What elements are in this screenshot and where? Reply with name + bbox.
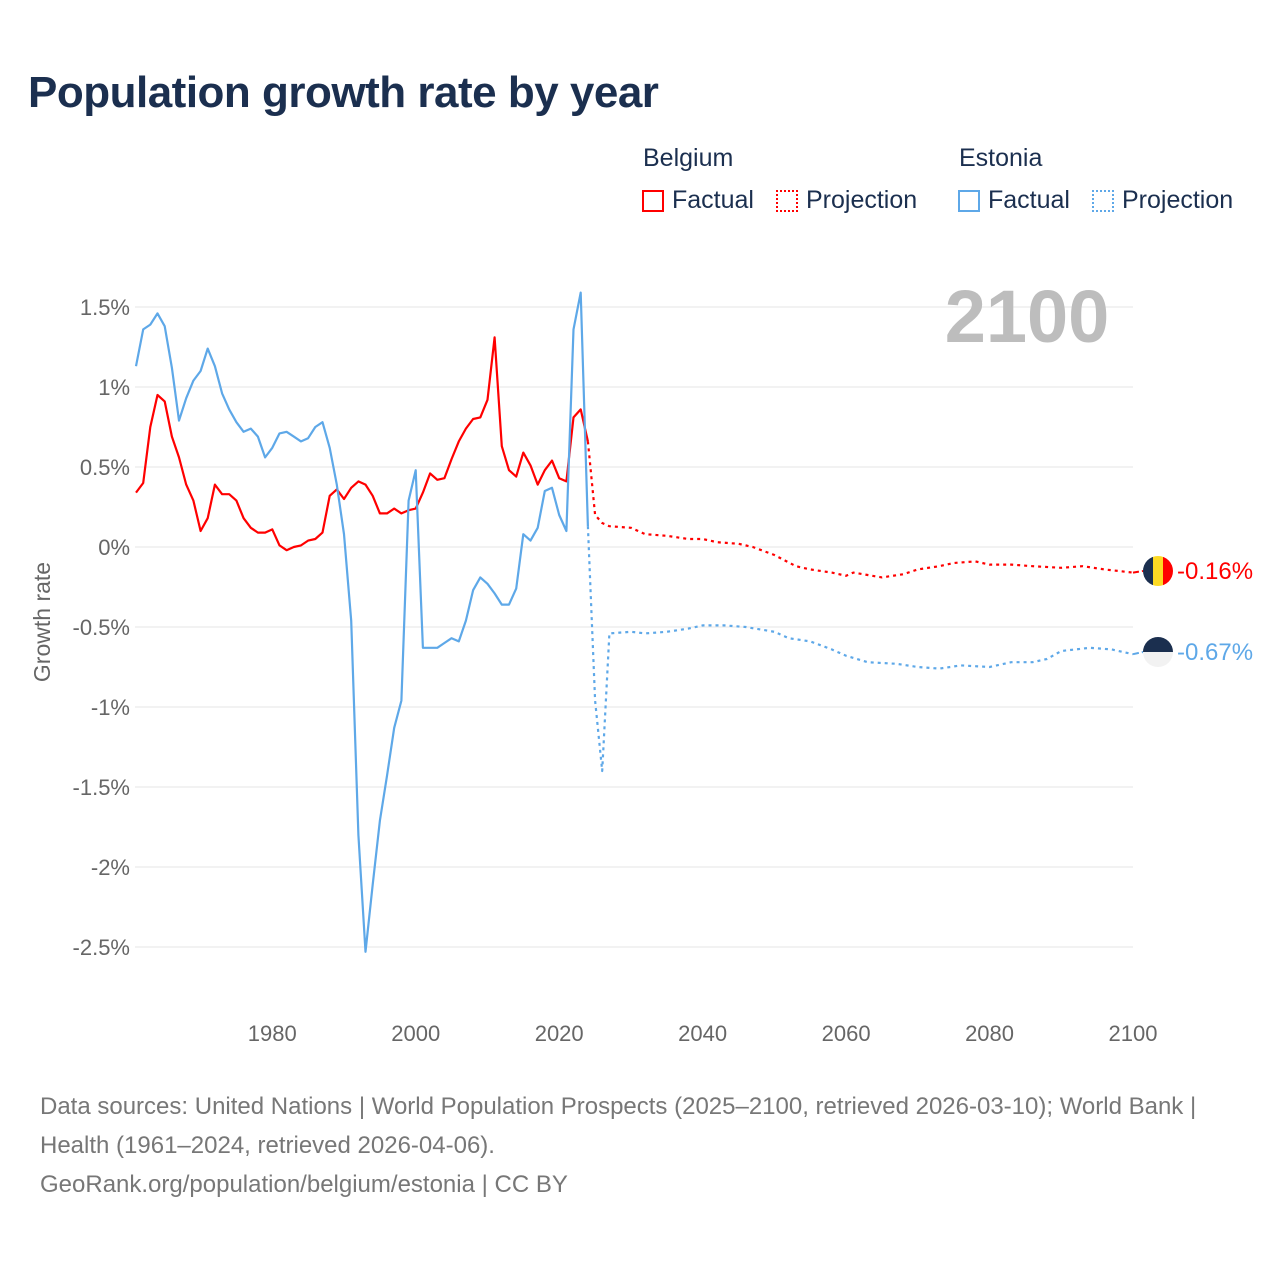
estonia-end-marker[interactable] bbox=[1143, 637, 1173, 667]
belgium-end-value: -0.16% bbox=[1177, 558, 1253, 585]
chart-title: Population growth rate by year bbox=[28, 68, 659, 117]
solid-swatch-icon bbox=[958, 189, 980, 212]
estonia-factual-line[interactable] bbox=[134, 291, 589, 953]
x-tick-label: 2060 bbox=[822, 1021, 871, 1046]
x-tick-label: 2040 bbox=[678, 1021, 727, 1046]
belgium-projection-line[interactable] bbox=[586, 441, 1134, 579]
x-tick-label: 2000 bbox=[391, 1021, 440, 1046]
belgium-end-connector bbox=[1132, 570, 1144, 574]
legend-belgium-projection[interactable]: Projection bbox=[776, 186, 917, 215]
legend-belgium-label: Belgium bbox=[643, 144, 734, 172]
x-tick-label: 2080 bbox=[965, 1021, 1014, 1046]
legend-label: Projection bbox=[1122, 186, 1234, 214]
estonia-projection-line[interactable] bbox=[586, 526, 1134, 773]
estonia-end-value: -0.67% bbox=[1177, 639, 1253, 666]
y-tick-label: 1.5% bbox=[80, 295, 130, 320]
legend-label: Projection bbox=[806, 186, 918, 214]
y-tick-label: 0.5% bbox=[80, 455, 130, 480]
belgium-end-marker[interactable] bbox=[1143, 556, 1173, 586]
y-tick-label: -0.5% bbox=[73, 615, 130, 640]
footer: Data sources: United Nations | World Pop… bbox=[40, 1087, 1240, 1204]
credit-link[interactable]: GeoRank.org/population/belgium/estonia |… bbox=[40, 1171, 568, 1198]
legend-label: Factual bbox=[988, 186, 1070, 214]
y-tick-label: -1% bbox=[91, 695, 130, 720]
y-tick-label: -2.5% bbox=[73, 935, 130, 960]
current-year-display: 2100 bbox=[945, 275, 1110, 358]
legend-estonia-factual[interactable]: Factual bbox=[958, 186, 1070, 215]
y-tick-label: 0% bbox=[98, 535, 130, 560]
chart-plot: 1.5% 1% 0.5% 0% -0.5% -1% -1.5% -2% -2.5% 1980 200… bbox=[29, 275, 1253, 1046]
legend-estonia-projection[interactable]: Projection bbox=[1092, 186, 1233, 215]
y-tick-label: 1% bbox=[98, 375, 130, 400]
legend-label: Factual bbox=[672, 186, 754, 214]
y-tick-label: -1.5% bbox=[73, 775, 130, 800]
x-tick-label: 2100 bbox=[1109, 1021, 1158, 1046]
x-tick-label: 2020 bbox=[535, 1021, 584, 1046]
legend-estonia-label: Estonia bbox=[959, 144, 1043, 172]
belgium-factual-line[interactable] bbox=[135, 336, 589, 552]
dotted-swatch-icon bbox=[1092, 189, 1114, 212]
solid-swatch-icon bbox=[642, 189, 664, 212]
y-axis-label: Growth rate bbox=[29, 562, 55, 682]
data-sources: Data sources: United Nations | World Pop… bbox=[40, 1093, 1197, 1159]
dotted-swatch-icon bbox=[776, 189, 798, 212]
estonia-end-connector bbox=[1132, 651, 1144, 656]
y-tick-label: -2% bbox=[91, 855, 130, 880]
legend-belgium-factual[interactable]: Factual bbox=[642, 186, 754, 215]
x-tick-label: 1980 bbox=[248, 1021, 297, 1046]
